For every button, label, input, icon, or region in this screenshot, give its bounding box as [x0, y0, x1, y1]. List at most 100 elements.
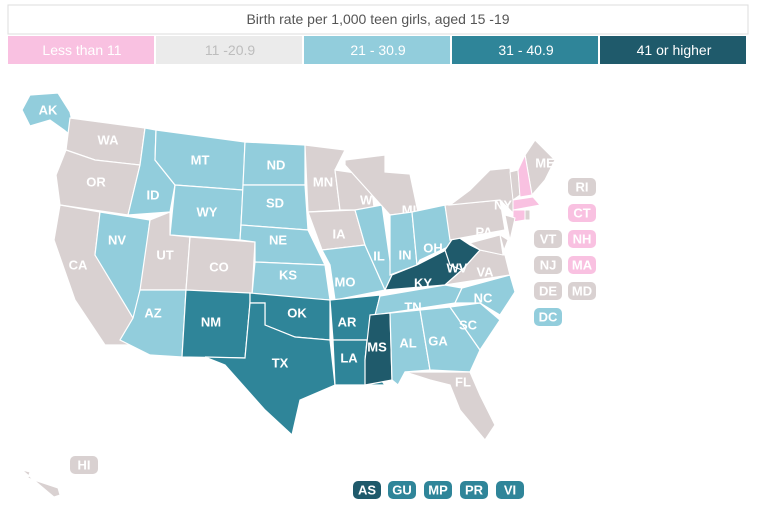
state-badge[interactable]	[568, 178, 596, 196]
state-label: NV	[108, 233, 126, 248]
state-badge[interactable]	[568, 256, 596, 274]
state-label: VA	[476, 265, 494, 280]
state-badge[interactable]	[388, 481, 416, 499]
state-badge[interactable]	[534, 308, 562, 326]
legend-label: Less than 11	[42, 42, 121, 58]
state-label: NJ	[540, 258, 557, 273]
state-label: NE	[269, 233, 287, 248]
state-shape[interactable]	[344, 154, 419, 216]
legend-swatch	[156, 36, 302, 64]
state-badge[interactable]	[460, 481, 488, 499]
state-label: CO	[209, 260, 229, 275]
state-badge[interactable]	[424, 481, 452, 499]
state-label: RI	[576, 180, 589, 195]
title: Birth rate per 1,000 teen girls, aged 15…	[246, 11, 509, 27]
state-label: MP	[428, 483, 448, 498]
legend-swatch	[452, 36, 598, 64]
state-badge[interactable]	[568, 204, 596, 222]
state-label: GA	[428, 334, 448, 349]
state-label: ID	[147, 188, 160, 203]
state-label: SC	[459, 318, 478, 333]
legend-label: 11 -20.9	[205, 42, 256, 58]
state-badge[interactable]	[568, 230, 596, 248]
state-label: OH	[423, 241, 443, 256]
state-label: MA	[572, 258, 593, 273]
state-label: TX	[272, 356, 289, 371]
state-label: NM	[201, 315, 221, 330]
legend-label: 41 or higher	[637, 42, 712, 58]
state-label: KS	[279, 268, 297, 283]
legend-swatch	[600, 36, 746, 64]
state-badge[interactable]	[70, 456, 98, 474]
state-label: AL	[399, 336, 416, 351]
state-label: DE	[539, 284, 557, 299]
state-badge[interactable]	[496, 481, 524, 499]
legend-label: 31 - 40.9	[498, 42, 553, 58]
state-label: VT	[540, 232, 557, 247]
state-label: OK	[287, 306, 307, 321]
state-label: KY	[414, 276, 432, 291]
state-shape[interactable]	[321, 244, 386, 301]
state-shape[interactable]	[499, 233, 509, 252]
state-label: GU	[392, 483, 412, 498]
state-label: ME	[535, 156, 555, 171]
state-shape[interactable]	[21, 469, 61, 498]
state-label: VI	[504, 483, 516, 498]
state-shape[interactable]	[454, 274, 516, 316]
legend-swatch	[304, 36, 450, 64]
state-label: MO	[335, 275, 356, 290]
state-label: IA	[333, 227, 347, 242]
state-label: PR	[465, 483, 484, 498]
state-shape[interactable]	[524, 209, 531, 221]
state-badge[interactable]	[534, 282, 562, 300]
state-label: FL	[455, 375, 471, 390]
state-label: CT	[573, 206, 590, 221]
state-label: NH	[573, 232, 592, 247]
state-label: AR	[338, 315, 357, 330]
state-label: WI	[360, 193, 376, 208]
state-badge[interactable]	[568, 282, 596, 300]
state-label: MD	[572, 284, 592, 299]
state-shape[interactable]	[21, 92, 77, 142]
state-label: UT	[156, 248, 173, 263]
state-shape[interactable]	[419, 306, 481, 373]
state-label: HI	[78, 458, 91, 473]
state-label: WA	[98, 133, 120, 148]
state-badge[interactable]	[534, 256, 562, 274]
state-shape[interactable]	[364, 312, 393, 386]
state-label: IL	[373, 249, 385, 264]
state-label: LA	[340, 351, 358, 366]
state-label: WY	[197, 205, 218, 220]
state-label: IN	[399, 248, 412, 263]
legend-label: 21 - 30.9	[350, 42, 405, 58]
state-shape[interactable]	[404, 371, 496, 442]
state-label: OR	[86, 175, 106, 190]
state-shape[interactable]	[512, 196, 541, 211]
state-badge[interactable]	[353, 481, 381, 499]
state-shape[interactable]	[447, 167, 516, 217]
state-label: MT	[191, 153, 210, 168]
state-shape[interactable]	[204, 302, 336, 437]
state-label: WV	[447, 261, 468, 276]
state-label: PA	[475, 225, 493, 240]
state-label: MS	[367, 340, 387, 355]
state-badge[interactable]	[534, 230, 562, 248]
state-shape[interactable]	[468, 234, 504, 256]
state-label: ND	[267, 158, 286, 173]
state-label: SD	[266, 196, 284, 211]
state-shape[interactable]	[517, 153, 533, 198]
state-label: AK	[39, 103, 58, 118]
state-label: NY	[494, 198, 512, 213]
state-shape[interactable]	[411, 204, 453, 267]
state-label: CA	[69, 258, 88, 273]
state-label: NC	[474, 291, 493, 306]
state-label: AZ	[144, 306, 161, 321]
state-label: AS	[358, 483, 376, 498]
title-box	[7, 4, 749, 35]
state-shape[interactable]	[504, 214, 516, 241]
legend-swatch	[8, 36, 154, 64]
state-label: DC	[539, 310, 558, 325]
state-shape[interactable]	[448, 302, 501, 352]
state-label: MN	[313, 175, 333, 190]
